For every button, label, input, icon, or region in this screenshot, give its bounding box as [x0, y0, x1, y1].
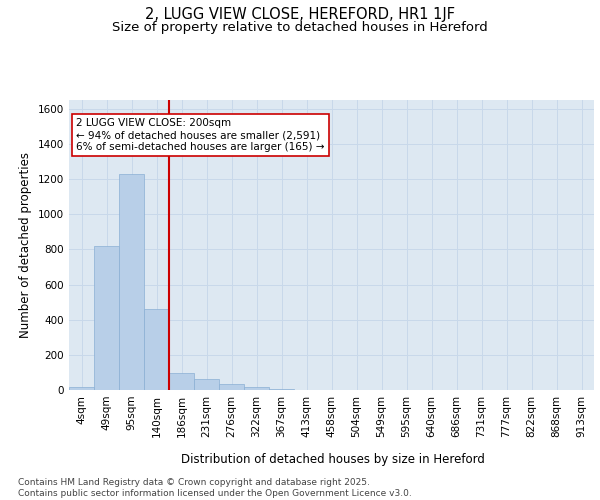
Bar — [169, 374, 194, 390]
Bar — [144, 309, 169, 390]
Bar — [269, 388, 294, 390]
Bar — [244, 387, 269, 390]
Text: Size of property relative to detached houses in Hereford: Size of property relative to detached ho… — [112, 21, 488, 34]
Y-axis label: Number of detached properties: Number of detached properties — [19, 152, 32, 338]
Text: Distribution of detached houses by size in Hereford: Distribution of detached houses by size … — [181, 452, 485, 466]
Text: Contains HM Land Registry data © Crown copyright and database right 2025.
Contai: Contains HM Land Registry data © Crown c… — [18, 478, 412, 498]
Text: 2 LUGG VIEW CLOSE: 200sqm
← 94% of detached houses are smaller (2,591)
6% of sem: 2 LUGG VIEW CLOSE: 200sqm ← 94% of detac… — [77, 118, 325, 152]
Bar — [69, 387, 94, 390]
Text: 2, LUGG VIEW CLOSE, HEREFORD, HR1 1JF: 2, LUGG VIEW CLOSE, HEREFORD, HR1 1JF — [145, 8, 455, 22]
Bar — [219, 384, 244, 390]
Bar — [94, 246, 119, 390]
Bar — [119, 174, 144, 390]
Bar — [194, 380, 219, 390]
